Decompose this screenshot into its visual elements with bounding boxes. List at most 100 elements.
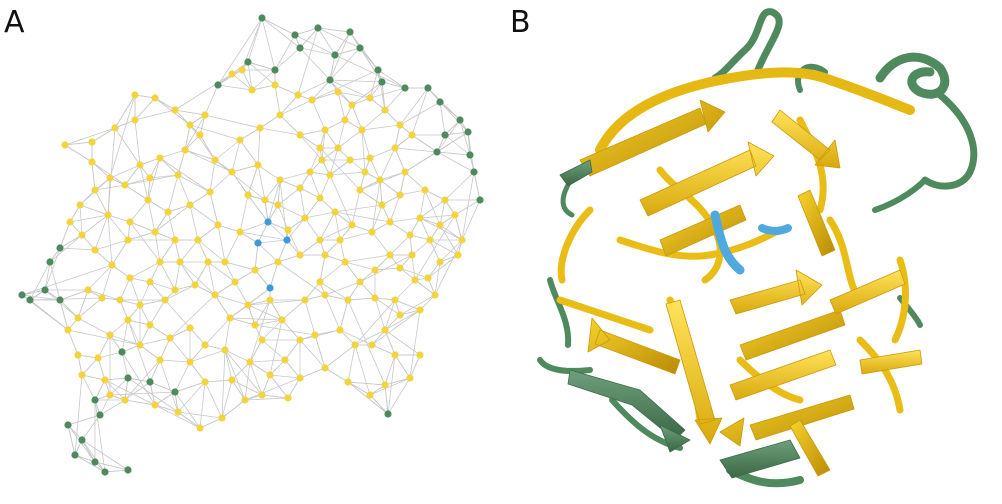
network-node-interior bbox=[84, 286, 92, 294]
network-node-interior bbox=[156, 356, 164, 364]
network-edge bbox=[361, 129, 366, 173]
network-edge bbox=[259, 127, 301, 136]
network-edge bbox=[281, 299, 306, 321]
network-edge bbox=[239, 221, 269, 233]
network-edge bbox=[257, 242, 279, 263]
network-edge bbox=[314, 334, 326, 369]
network-edge bbox=[91, 161, 126, 186]
network-edge bbox=[109, 164, 141, 179]
network-edge bbox=[189, 124, 216, 161]
network-edge bbox=[87, 289, 121, 301]
network-edge bbox=[311, 69, 379, 101]
network-edge bbox=[436, 119, 461, 153]
network-edge bbox=[149, 281, 166, 301]
green-loop bbox=[711, 8, 783, 82]
network-edge bbox=[394, 147, 406, 173]
network-node-interior bbox=[104, 211, 112, 219]
network-node-interior bbox=[316, 144, 324, 152]
network-node-interior bbox=[186, 201, 194, 209]
network-edge bbox=[149, 281, 176, 291]
network-edge bbox=[159, 157, 179, 176]
network-edge bbox=[67, 424, 76, 456]
network-edge bbox=[67, 329, 141, 346]
network-node-surface bbox=[378, 78, 386, 86]
network-edge bbox=[239, 194, 249, 233]
network-edge bbox=[59, 234, 83, 249]
network-edge bbox=[384, 309, 421, 331]
network-node-interior bbox=[274, 201, 282, 209]
network-edge bbox=[81, 374, 106, 381]
network-edge bbox=[261, 17, 301, 49]
network-edge bbox=[269, 299, 283, 321]
network-node-interior bbox=[276, 176, 284, 184]
network-node-interior bbox=[251, 266, 259, 274]
network-edge bbox=[274, 34, 296, 71]
network-edge bbox=[154, 404, 201, 429]
network-node-core bbox=[254, 239, 262, 247]
yellow-beta-strand bbox=[771, 109, 841, 169]
network-edge bbox=[427, 254, 459, 279]
network-edge bbox=[324, 344, 356, 369]
network-node-surface bbox=[326, 76, 334, 84]
network-node-interior bbox=[248, 86, 256, 94]
network-edge bbox=[64, 127, 116, 146]
network-edge bbox=[329, 79, 371, 99]
network-edge bbox=[299, 27, 319, 49]
network-edge bbox=[279, 171, 311, 181]
network-node-interior bbox=[376, 176, 384, 184]
network-edge bbox=[261, 339, 286, 361]
network-node-interior bbox=[416, 351, 424, 359]
panel-label-b: B bbox=[510, 5, 531, 40]
network-edge bbox=[119, 277, 131, 301]
network-edge bbox=[239, 139, 259, 166]
network-edge bbox=[321, 129, 326, 161]
network-edge bbox=[164, 284, 196, 301]
network-edge bbox=[384, 329, 396, 356]
network-edge bbox=[387, 377, 411, 415]
network-edge bbox=[247, 194, 269, 223]
network-node-interior bbox=[266, 296, 274, 304]
network-node-interior bbox=[274, 258, 282, 266]
network-edge bbox=[107, 127, 116, 216]
yellow-beta-strand bbox=[587, 317, 681, 375]
network-edge bbox=[419, 189, 426, 219]
network-node-interior bbox=[366, 154, 374, 162]
network-edge bbox=[174, 381, 206, 393]
network-edge bbox=[221, 379, 233, 419]
network-edge bbox=[399, 294, 436, 316]
network-edge bbox=[149, 157, 161, 179]
network-edge bbox=[319, 224, 353, 241]
network-edge bbox=[149, 299, 166, 326]
network-node-interior bbox=[436, 258, 444, 266]
network-node-interior bbox=[451, 211, 459, 219]
network-edge bbox=[21, 289, 46, 296]
network-node-interior bbox=[266, 371, 274, 379]
network-edge bbox=[287, 229, 301, 256]
network-node-interior bbox=[186, 324, 194, 332]
network-node-interior bbox=[296, 374, 304, 382]
network-edge bbox=[419, 217, 431, 241]
network-edge bbox=[454, 214, 463, 241]
network-edge bbox=[257, 221, 269, 244]
network-edge bbox=[294, 34, 336, 56]
network-edge bbox=[369, 87, 406, 99]
network-edge bbox=[319, 261, 346, 283]
network-edge bbox=[139, 281, 151, 306]
network-node-core bbox=[264, 218, 272, 226]
network-edge bbox=[154, 404, 179, 413]
network-edge bbox=[461, 199, 481, 241]
network-edge bbox=[91, 161, 96, 191]
network-edge bbox=[354, 299, 396, 346]
network-edge bbox=[209, 191, 219, 226]
network-edge bbox=[384, 377, 411, 386]
network-edge bbox=[29, 261, 51, 301]
network-edge bbox=[324, 294, 341, 331]
network-node-interior bbox=[406, 231, 414, 239]
network-edge bbox=[94, 249, 113, 266]
network-edge bbox=[109, 377, 129, 396]
network-edge bbox=[44, 261, 51, 291]
network-edge bbox=[99, 399, 126, 416]
network-edge bbox=[167, 211, 176, 241]
network-edge bbox=[234, 269, 256, 283]
network-node-interior bbox=[371, 294, 379, 302]
